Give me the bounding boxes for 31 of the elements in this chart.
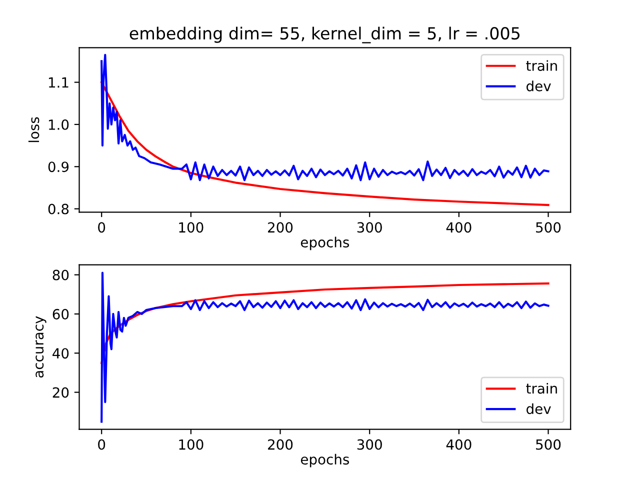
- y-tick-label: 20: [52, 387, 69, 398]
- y-tick-label: 60: [52, 308, 69, 320]
- x-tick-label: 500: [536, 222, 561, 233]
- x-tick-label: 400: [446, 439, 472, 450]
- x-tick-label: 200: [268, 439, 293, 450]
- line-series: [100, 81, 550, 206]
- y-tick-label: 80: [52, 270, 69, 280]
- y-tick-label: 1.0: [48, 119, 69, 130]
- legend-label: train: [526, 60, 557, 71]
- y-tick-label: 40: [52, 348, 69, 359]
- legend-label: dev: [526, 80, 551, 92]
- x-tick-label: 0: [98, 222, 106, 233]
- y-tick-label: 1.1: [48, 77, 68, 88]
- chart-title: embedding dim= 55, kernel_dim = 5, lr = .005: [130, 26, 520, 44]
- x-axis-title: epochs: [300, 454, 350, 468]
- x-tick-label: 200: [268, 222, 293, 233]
- y-axis-title: accuracy: [36, 316, 46, 378]
- x-tick-label: 500: [536, 439, 561, 450]
- x-tick-label: 100: [179, 222, 204, 233]
- y-tick-label: 0.8: [48, 204, 69, 214]
- y-axis-title: loss: [28, 117, 40, 142]
- x-tick-label: 0: [98, 439, 106, 450]
- line-series: [100, 282, 550, 364]
- x-tick-label: 100: [179, 439, 204, 450]
- y-tick-label: 0.9: [48, 162, 69, 172]
- legend-label: dev: [526, 403, 551, 414]
- x-tick-label: 300: [357, 439, 382, 450]
- x-axis-title: epochs: [300, 236, 350, 250]
- legend-label: train: [526, 382, 557, 394]
- x-tick-label: 300: [357, 222, 382, 233]
- x-tick-label: 400: [446, 222, 472, 233]
